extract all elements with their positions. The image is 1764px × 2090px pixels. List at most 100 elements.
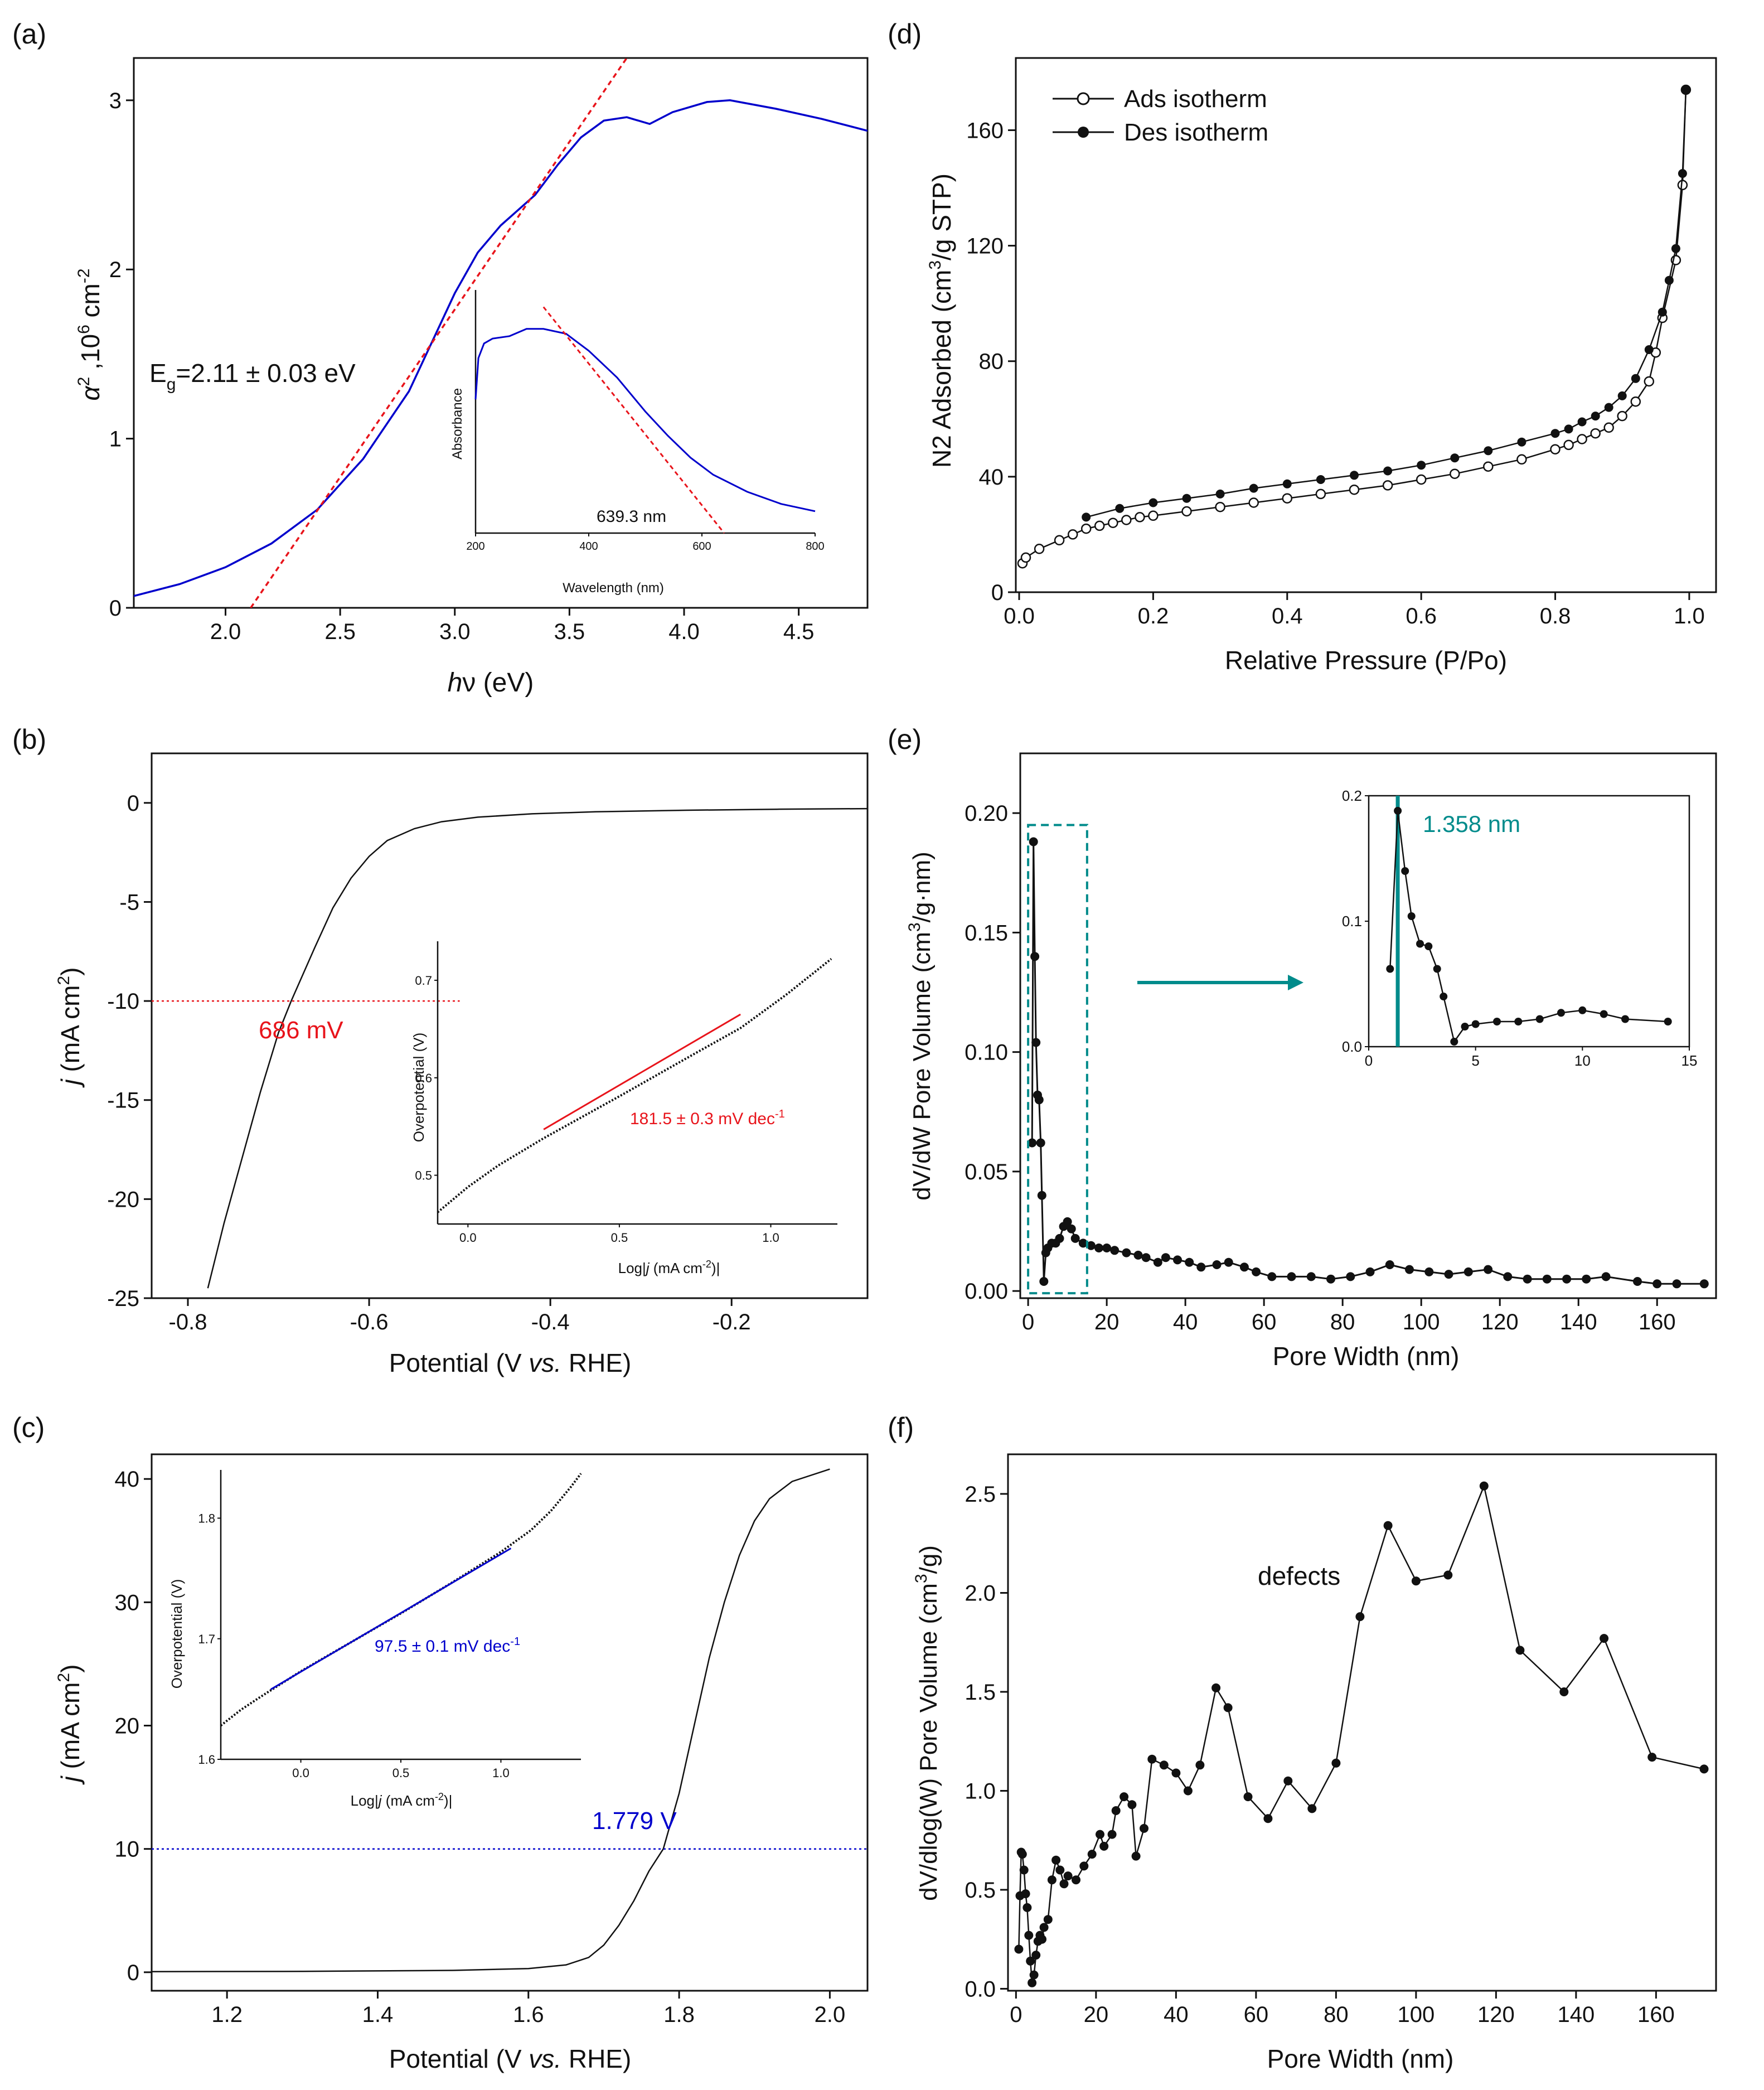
y-tick-label: 0.05 xyxy=(965,1160,1008,1184)
psd-point xyxy=(1405,1265,1414,1274)
tafel-annotation-c: 97.5 ± 0.1 mV dec-1 xyxy=(375,1636,520,1656)
psd-point xyxy=(1161,1253,1170,1262)
psd-log-point xyxy=(1120,1792,1129,1802)
des-point xyxy=(1517,437,1526,447)
inset-x-tick-label: 0 xyxy=(1365,1052,1373,1069)
inset-x-tick-label: 0.5 xyxy=(392,1766,410,1780)
ads-point xyxy=(1630,396,1641,407)
plot-frame-d xyxy=(1015,57,1717,593)
psd-point xyxy=(1102,1244,1112,1252)
psd-log-point xyxy=(1043,1915,1053,1924)
psd-log-point xyxy=(1022,1903,1032,1912)
ads-point xyxy=(1148,510,1159,521)
inset-psd-point xyxy=(1394,807,1402,815)
peak-annotation-e: 1.358 nm xyxy=(1423,811,1520,837)
inset-y-tick-label: 0.6 xyxy=(415,1071,432,1085)
psd-point xyxy=(1094,1244,1103,1252)
psd-log-point xyxy=(1047,1875,1057,1885)
psd-log-point xyxy=(1183,1786,1193,1796)
psd-point xyxy=(1173,1255,1182,1265)
x-tick-label: 0 xyxy=(1010,2002,1022,2027)
ads-point xyxy=(1550,444,1561,454)
series-f xyxy=(1014,1481,1709,1987)
legend-label-ads: Ads isotherm xyxy=(1124,85,1267,113)
des-point xyxy=(1664,275,1674,285)
y-axis-label-e: dV/dW Pore Volume (cm3/g·nm) xyxy=(905,852,936,1201)
panel-b: (b) -0.8 -0.6 -0.4 -0.2 -25 -20 -15 -10 -5 0 j (m… xyxy=(12,724,869,1377)
psd-log-point xyxy=(1479,1481,1489,1491)
y-tick-label: 0.00 xyxy=(965,1279,1008,1304)
plot-frame-b xyxy=(151,752,869,1299)
psd-point xyxy=(1067,1224,1076,1233)
series-e xyxy=(1027,824,1709,1295)
psd-point xyxy=(1224,1257,1233,1267)
inset-psd-point xyxy=(1600,1010,1608,1018)
psd-log-point xyxy=(1211,1683,1221,1692)
des-point xyxy=(1577,417,1587,427)
psd-log-point xyxy=(1014,1944,1024,1954)
inset-y-tick-label: 0.5 xyxy=(415,1169,432,1183)
x-tick-label: 0 xyxy=(1022,1310,1034,1334)
psd-log-point xyxy=(1283,1776,1293,1786)
y-tick-label: 0.10 xyxy=(965,1041,1008,1065)
panel-f: (f) 0 20 40 60 80 100 120 140 160 0.0 0.5 1.0 1.5 2.0… xyxy=(888,1412,1717,2073)
y-tick-label: 0 xyxy=(127,1961,139,1985)
psd-log-point xyxy=(1029,1970,1039,1980)
psd-point xyxy=(1185,1257,1194,1267)
inset-y-label-b: Overpotential (V) xyxy=(410,1033,427,1143)
legend-d: Ads isotherm Des isotherm xyxy=(1053,85,1268,146)
y-tick-label: -10 xyxy=(107,989,139,1014)
x-tick-label: 1.4 xyxy=(362,2002,394,2027)
psd-log-point xyxy=(1051,1855,1061,1865)
psd-log-point xyxy=(1383,1521,1393,1530)
inset-psd-point xyxy=(1450,1038,1458,1046)
inset-x-tick-label: 1.0 xyxy=(492,1766,510,1780)
psd-log-point xyxy=(1515,1646,1525,1655)
psd-point xyxy=(1030,952,1040,961)
psd-log-point xyxy=(1107,1830,1117,1839)
inset-psd-point xyxy=(1621,1015,1629,1023)
x-tick-label: 140 xyxy=(1557,2002,1595,2027)
inset-axes-b: 0.0 0.5 1.0 0.5 0.6 0.7 xyxy=(415,941,837,1245)
psd-point xyxy=(1029,837,1038,846)
x-tick-label: 160 xyxy=(1637,2002,1675,2027)
inset-y-label-c: Overpotential (V) xyxy=(168,1579,185,1689)
x-axis-label-a: hν (eV) xyxy=(448,668,534,698)
y-axis-label-b: j (mA cm2) xyxy=(55,967,85,1088)
plot-frame-e xyxy=(1019,752,1717,1299)
inset-psd-point xyxy=(1471,1020,1480,1028)
des-point xyxy=(1644,345,1654,354)
psd-log-point xyxy=(1021,1889,1030,1899)
inset-x-tick-label: 1.0 xyxy=(762,1231,779,1245)
psd-point xyxy=(1063,1217,1072,1226)
y-tick-label: -15 xyxy=(107,1088,139,1113)
psd-point xyxy=(1672,1279,1681,1289)
ads-point xyxy=(1603,422,1614,433)
inset-absorbance-line xyxy=(474,328,816,512)
x-tick-label: 20 xyxy=(1094,1310,1120,1334)
lsv-curve xyxy=(207,807,868,1289)
y-tick-label: 120 xyxy=(966,234,1004,259)
psd-point xyxy=(1503,1272,1513,1281)
inset-psd-point xyxy=(1514,1018,1523,1025)
inset-psd-point xyxy=(1416,940,1424,948)
psd-point xyxy=(1028,1138,1037,1148)
y-tick-label: 0 xyxy=(109,596,122,621)
zoom-arrow-head xyxy=(1288,975,1303,990)
inset-x-tick-label: 10 xyxy=(1574,1052,1591,1069)
x-tick-label: 3.5 xyxy=(554,620,585,644)
psd-point xyxy=(1562,1274,1572,1284)
psd-log-point xyxy=(1019,1865,1029,1875)
inset-x-tick-label: 800 xyxy=(806,540,824,553)
axes-e: 0 20 40 60 80 100 120 140 1600.000.050.100.150.2… xyxy=(965,801,1675,1334)
ads-point xyxy=(1215,501,1225,512)
y-tick-label: 0 xyxy=(127,791,139,816)
x-tick-label: 40 xyxy=(1173,1310,1198,1334)
x-tick-label: -0.4 xyxy=(531,1310,570,1334)
panel-label-a: (a) xyxy=(12,18,46,50)
psd-log-point xyxy=(1055,1865,1065,1875)
y-tick-label: 1.0 xyxy=(965,1779,996,1803)
x-axis-label-c: Potential (V vs. RHE) xyxy=(389,2044,632,2073)
psd-point xyxy=(1133,1250,1143,1260)
